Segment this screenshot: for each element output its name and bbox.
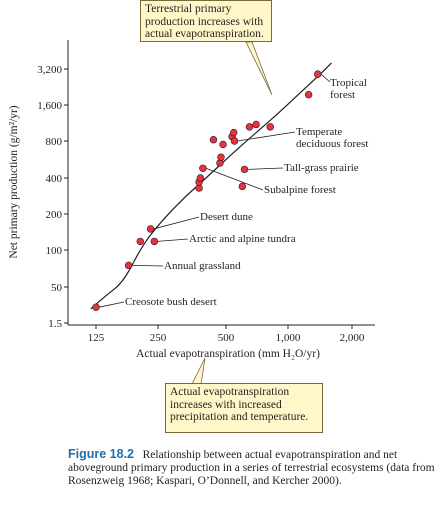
callout-bottom: Actual evapotranspiration increases with… [165, 383, 323, 433]
y-tick-label: 400 [46, 173, 63, 185]
annotation-label-line: Arctic and alpine tundra [189, 233, 296, 245]
y-tick-label: 100 [46, 245, 63, 257]
x-tick-label: 250 [150, 332, 167, 344]
data-point [314, 70, 322, 78]
annotation-label: Creosote bush desert [125, 296, 217, 308]
data-point [230, 128, 238, 137]
data-point [230, 137, 239, 145]
data-point [252, 120, 260, 129]
callout-top: Terrestrial primary production increases… [140, 0, 272, 42]
annotation-leader [157, 238, 189, 242]
annotation-label-line: Creosote bush desert [125, 296, 217, 308]
y-tick-label: 3,200 [37, 64, 62, 76]
data-point [92, 303, 100, 311]
x-tick-label: 2,000 [340, 332, 365, 344]
data-point [209, 136, 218, 144]
annotation-leaders [98, 73, 331, 308]
y-tick-label: 1.5 [48, 318, 62, 330]
y-tick-label: 50 [51, 282, 63, 294]
figure-label: Figure 18.2 [68, 447, 134, 461]
annotation-leader [320, 73, 331, 83]
data-point [240, 165, 249, 174]
data-point [150, 237, 159, 246]
annotation-leader [98, 301, 125, 308]
data-point [219, 140, 227, 149]
callout-bottom-pointer [191, 357, 206, 385]
caption-text: Relationship between actual evapotranspi… [68, 449, 435, 487]
annotation-label-line: deciduous forest [296, 138, 368, 150]
data-point [124, 261, 133, 270]
data-point [266, 123, 274, 131]
data-point [146, 225, 155, 233]
callout-bottom-line-2: increases with increased [170, 398, 282, 411]
annotation-label-line: Tall-grass prairie [284, 162, 359, 174]
annotation-label-line: Subalpine forest [264, 184, 336, 196]
annotation-label-line: forest [330, 89, 355, 101]
data-point [245, 123, 254, 131]
callout-pointers [191, 41, 273, 385]
figure-caption: Figure 18.2 Relationship between actual … [68, 448, 440, 488]
annotation-label-line: Desert dune [200, 211, 253, 223]
x-axis-label: Actual evapotranspiration (mm H₂O/yr) [136, 348, 320, 360]
callout-top-line-2: production increases with [145, 15, 264, 28]
annotation-label: Arctic and alpine tundra [189, 233, 296, 245]
y-tick-label: 200 [46, 209, 63, 221]
annotation-label: Temperate deciduous forest [296, 126, 368, 150]
annotation-label: Desert dune [200, 211, 253, 223]
x-tick-label: 125 [88, 332, 105, 344]
callout-bottom-line-3: precipitation and temperature. [170, 411, 309, 423]
annotation-leader [131, 264, 164, 267]
x-tick-label: 1,000 [276, 332, 301, 344]
x-tick-label: 500 [218, 332, 235, 344]
annotation-label-line: Tropical [330, 77, 367, 89]
y-axis-label: Net primary production (g/m²/yr) [8, 105, 20, 258]
data-point [136, 237, 144, 246]
data-points [92, 70, 322, 311]
callout-bottom-line-1: Actual evapotranspiration [170, 386, 290, 398]
annotation-label: Subalpine forest [264, 184, 336, 196]
callout-top-line-1: Terrestrial primary [145, 3, 232, 15]
y-tick-label: 800 [46, 136, 63, 148]
annotation-label: Annual grassland [164, 260, 241, 272]
data-point [304, 91, 313, 99]
chart-axes: 1.5 50 100 200 400 800 1,600 3,200 125 250 500 1,00… [8, 40, 375, 360]
annotation-leader [205, 167, 264, 191]
y-tick-label: 1,600 [37, 100, 62, 112]
annotation-label: Tropical forest [330, 77, 367, 101]
data-point [217, 153, 225, 161]
annotation-label-line: Temperate [296, 126, 342, 138]
annotation-leader [247, 167, 284, 170]
callout-top-line-3: actual evapotranspiration. [145, 28, 264, 40]
callout-top-pointer [245, 41, 273, 96]
data-point [196, 174, 205, 182]
data-point [199, 164, 207, 172]
annotation-leader [153, 216, 200, 230]
annotation-label: Tall-grass prairie [284, 162, 359, 174]
annotation-leader [237, 131, 296, 142]
annotation-label-line: Annual grassland [164, 260, 241, 272]
data-point [238, 182, 247, 191]
